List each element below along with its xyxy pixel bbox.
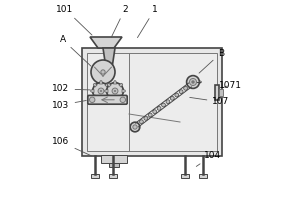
Polygon shape <box>105 95 109 99</box>
Polygon shape <box>105 89 108 93</box>
Polygon shape <box>113 81 116 84</box>
Circle shape <box>187 76 200 88</box>
Circle shape <box>184 86 188 90</box>
Polygon shape <box>113 98 116 101</box>
Polygon shape <box>105 83 109 87</box>
Bar <box>215 85 219 100</box>
Text: 101: 101 <box>56 4 92 35</box>
Bar <box>91 174 99 178</box>
Bar <box>181 174 189 178</box>
Text: 103: 103 <box>52 100 86 110</box>
Bar <box>101 155 127 163</box>
Bar <box>87 53 217 151</box>
Circle shape <box>135 123 139 127</box>
Bar <box>109 174 117 178</box>
Polygon shape <box>119 83 123 87</box>
Circle shape <box>91 60 115 84</box>
Polygon shape <box>100 98 103 101</box>
Bar <box>219 89 223 96</box>
Text: B: B <box>199 48 224 73</box>
Polygon shape <box>91 89 94 93</box>
Circle shape <box>200 81 201 83</box>
Text: 1071: 1071 <box>218 81 242 90</box>
Circle shape <box>179 90 183 94</box>
Circle shape <box>192 81 194 83</box>
Circle shape <box>130 122 140 132</box>
Text: 1: 1 <box>137 4 158 38</box>
Circle shape <box>98 88 104 94</box>
Text: 102: 102 <box>52 84 90 93</box>
Bar <box>109 163 119 167</box>
Polygon shape <box>108 89 111 93</box>
FancyBboxPatch shape <box>88 95 127 104</box>
Circle shape <box>190 78 196 86</box>
Polygon shape <box>122 89 125 93</box>
Polygon shape <box>119 95 123 99</box>
Circle shape <box>144 116 148 120</box>
Bar <box>199 174 207 178</box>
Circle shape <box>133 125 137 129</box>
Circle shape <box>106 83 123 99</box>
Circle shape <box>140 120 143 124</box>
Polygon shape <box>100 81 103 84</box>
Circle shape <box>148 113 152 117</box>
Polygon shape <box>93 83 97 87</box>
Circle shape <box>114 90 116 92</box>
Polygon shape <box>107 83 111 87</box>
Circle shape <box>93 83 110 99</box>
Polygon shape <box>107 95 111 99</box>
Circle shape <box>120 97 125 103</box>
Circle shape <box>188 83 192 87</box>
Text: 106: 106 <box>52 138 92 156</box>
Circle shape <box>170 96 174 100</box>
Polygon shape <box>103 48 115 64</box>
Circle shape <box>100 90 102 92</box>
Polygon shape <box>93 95 97 99</box>
Circle shape <box>89 97 95 103</box>
Circle shape <box>112 88 118 94</box>
Polygon shape <box>90 37 122 48</box>
Bar <box>82 48 222 156</box>
Text: A: A <box>60 36 91 66</box>
Text: 2: 2 <box>111 4 128 37</box>
Circle shape <box>101 70 105 74</box>
Circle shape <box>162 103 165 107</box>
Circle shape <box>153 110 157 114</box>
Text: 104: 104 <box>196 150 222 166</box>
Circle shape <box>175 93 179 97</box>
Text: 107: 107 <box>190 97 230 106</box>
Circle shape <box>157 106 161 110</box>
Circle shape <box>166 100 170 104</box>
